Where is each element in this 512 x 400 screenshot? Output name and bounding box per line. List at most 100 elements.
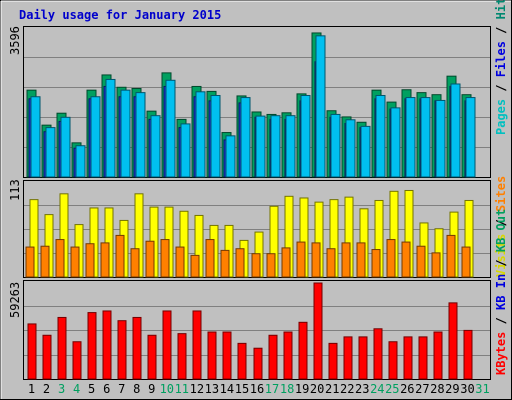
day-label-13: 13 (205, 382, 219, 396)
day-label-25: 25 (385, 382, 399, 396)
bar-pages-day-21 (330, 113, 341, 178)
panel-2-bars (25, 189, 474, 278)
bar-pages-day-20 (315, 35, 326, 178)
bar-pages-day-29 (450, 83, 461, 178)
day-label-31: 31 (475, 382, 489, 396)
day-label-2: 2 (43, 382, 50, 396)
bar-pages-day-25 (390, 107, 401, 178)
day-label-6: 6 (103, 382, 110, 396)
bar-sites-day-5 (85, 243, 95, 278)
panel-2-max-label: 113 (8, 179, 22, 201)
bar-pages-day-18 (285, 115, 296, 178)
day-label-28: 28 (430, 382, 444, 396)
legend-separator: / (494, 310, 508, 332)
bar-kbytes-day-6 (102, 310, 112, 380)
bar-kbytes-day-4 (72, 341, 82, 380)
legend-kb-in: KB In (494, 274, 508, 310)
bar-kbytes-day-2 (42, 334, 52, 380)
bar-kbytes-day-1 (27, 323, 37, 380)
bar-kbytes-day-24 (373, 328, 383, 380)
day-label-17: 17 (265, 382, 279, 396)
bar-pages-day-19 (300, 95, 311, 178)
panel-visits-sites: 113 Visits / Sites (8, 176, 508, 278)
bar-sites-day-6 (100, 242, 110, 278)
bar-sites-day-2 (40, 245, 50, 278)
legend-pages: Pages (494, 99, 508, 135)
bar-kbytes-day-11 (177, 333, 187, 380)
bar-pages-day-14 (225, 135, 236, 178)
day-label-24: 24 (370, 382, 384, 396)
panel-3-bars (27, 282, 473, 380)
bar-sites-day-19 (296, 241, 306, 278)
bar-kbytes-day-7 (117, 320, 127, 380)
bar-sites-day-9 (145, 240, 155, 278)
bar-kbytes-day-21 (328, 342, 338, 380)
bar-kbytes-day-5 (87, 312, 97, 380)
bar-pages-day-9 (150, 115, 161, 178)
bar-pages-day-26 (405, 97, 416, 178)
bar-pages-day-7 (120, 89, 131, 178)
panel-1-axis-legend: Pages / Files / Hits (494, 0, 508, 135)
bar-kbytes-day-14 (222, 331, 232, 380)
bar-pages-day-4 (75, 145, 86, 178)
bar-kbytes-day-3 (57, 316, 67, 380)
bar-kbytes-day-18 (283, 331, 293, 380)
day-label-10: 10 (160, 382, 174, 396)
day-label-7: 7 (118, 382, 125, 396)
day-label-4: 4 (73, 382, 80, 396)
bar-kbytes-day-29 (448, 302, 458, 380)
bar-sites-day-23 (356, 242, 366, 278)
legend-separator: / (494, 77, 508, 99)
bar-pages-day-3 (60, 116, 71, 178)
bar-pages-day-6 (105, 78, 116, 178)
bar-kbytes-day-19 (298, 321, 308, 380)
day-label-23: 23 (355, 382, 369, 396)
bar-pages-day-2 (45, 127, 56, 178)
bar-sites-day-17 (266, 253, 276, 278)
day-label-20: 20 (310, 382, 324, 396)
bar-sites-day-16 (251, 253, 261, 278)
bar-pages-day-11 (180, 123, 191, 178)
day-label-8: 8 (133, 382, 140, 396)
bar-sites-day-22 (341, 242, 351, 278)
bar-kbytes-day-12 (192, 310, 202, 380)
bar-sites-day-24 (371, 249, 381, 278)
bar-sites-day-27 (416, 245, 426, 278)
bar-pages-day-23 (360, 125, 371, 178)
bar-pages-day-30 (465, 97, 476, 178)
bar-pages-day-27 (420, 97, 431, 178)
bar-pages-day-8 (135, 92, 146, 178)
bar-kbytes-day-16 (253, 347, 263, 380)
panel-2-axis-legend: Visits / Sites (494, 176, 508, 277)
bar-kbytes-day-13 (207, 331, 217, 380)
day-label-11: 11 (175, 382, 189, 396)
bar-sites-day-3 (55, 239, 65, 278)
bar-kbytes-day-8 (132, 316, 142, 380)
day-label-29: 29 (445, 382, 459, 396)
bar-kbytes-day-27 (418, 336, 428, 380)
bar-pages-day-22 (345, 119, 356, 178)
bar-pages-day-16 (255, 115, 266, 178)
legend-visits: Visits (494, 234, 508, 277)
day-label-19: 19 (295, 382, 309, 396)
bar-sites-day-25 (386, 239, 396, 278)
bar-sites-day-11 (175, 246, 185, 278)
bar-sites-day-29 (446, 234, 456, 278)
bar-sites-day-1 (25, 246, 35, 278)
bar-kbytes-day-25 (388, 341, 398, 380)
bar-sites-day-21 (326, 248, 336, 278)
bar-pages-day-1 (30, 96, 41, 178)
panel-kbytes: 59263 KBytes / KB In / KB Out (8, 209, 508, 380)
panel-1-max-label: 3596 (8, 26, 22, 55)
bar-kbytes-day-26 (403, 336, 413, 380)
bar-kbytes-day-30 (463, 329, 473, 380)
bar-sites-day-12 (190, 254, 200, 278)
day-label-30: 30 (460, 382, 474, 396)
panel-3-max-label: 59263 (8, 282, 22, 318)
bar-pages-day-28 (435, 99, 446, 178)
bar-kbytes-day-22 (343, 336, 353, 380)
bar-sites-day-30 (461, 246, 471, 278)
bar-sites-day-13 (205, 239, 215, 278)
bar-kbytes-day-23 (358, 336, 368, 380)
